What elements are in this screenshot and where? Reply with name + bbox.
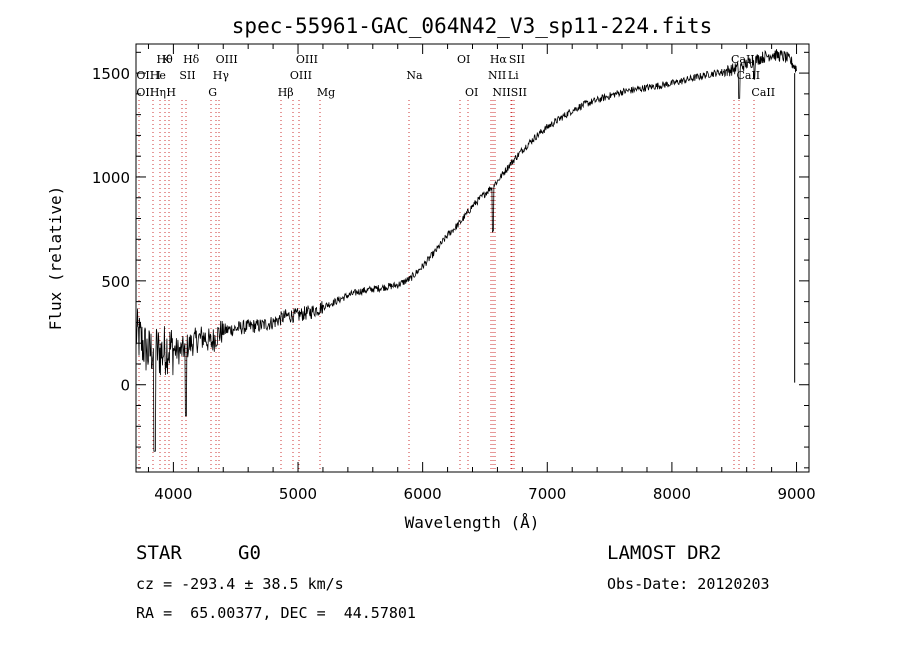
spectral-line-label: Li <box>508 69 519 82</box>
spectral-line-label: OIII <box>290 69 312 82</box>
redshift-text: cz = -293.4 ± 38.5 km/s <box>136 575 344 593</box>
y-axis-label: Flux (relative) <box>46 186 65 331</box>
spectral-line-label: SII <box>511 86 527 99</box>
x-axis-label: Wavelength (Å) <box>405 513 540 532</box>
spectral-line-label: I <box>157 69 161 82</box>
spectral-line-label: OII <box>136 69 154 82</box>
plot-frame <box>135 43 810 473</box>
coordinates-text: RA = 65.00377, DEC = 44.57801 <box>136 604 416 622</box>
spectral-line-label: CaII <box>731 53 755 66</box>
x-tick-label: 8000 <box>653 485 691 503</box>
spectral-line-label: Hδ <box>183 53 200 66</box>
axis-ticks-group: 4000 5000 6000 7000 8000 9000 0 500 1000 1500 <box>92 44 816 503</box>
spectral-line-label: OIII <box>216 53 238 66</box>
spectral-line-label: OI <box>465 86 478 99</box>
chart-title: spec-55961-GAC_064N42_V3_sp11-224.fits <box>232 14 712 38</box>
spectral-line-label: CaII <box>751 86 775 99</box>
x-tick-label: 6000 <box>404 485 442 503</box>
y-tick-label: 1500 <box>92 65 130 83</box>
spectral-line-label: OI <box>457 53 470 66</box>
object-subclass: G0 <box>238 542 261 564</box>
spectral-line-label: Hγ <box>213 69 230 82</box>
x-tick-label: 7000 <box>528 485 566 503</box>
y-tick-label: 0 <box>120 377 130 395</box>
x-tick-label: 5000 <box>279 485 317 503</box>
spectral-line-label: NII <box>492 86 510 99</box>
spectral-line-label: SII <box>179 69 195 82</box>
y-tick-label: 500 <box>101 273 130 291</box>
spectral-line-label: SII <box>509 53 525 66</box>
spectral-line-label: Hα <box>490 53 508 66</box>
y-tick-label: 1000 <box>92 169 130 187</box>
obs-date-text: Obs-Date: 20120203 <box>607 575 770 593</box>
x-tick-label: 9000 <box>777 485 815 503</box>
spectral-line-label: NII <box>488 69 506 82</box>
spectral-line-label: Hη <box>150 86 166 99</box>
spectral-line-label: OIII <box>296 53 318 66</box>
flux-series-line <box>135 49 797 452</box>
spectral-line-label: Mg <box>317 86 335 99</box>
x-tick-label: 4000 <box>154 485 192 503</box>
spectral-line-label: Hθ <box>157 53 174 66</box>
spectral-line-label: OII <box>136 86 154 99</box>
series-group <box>135 49 797 452</box>
spectral-line-label: K <box>162 53 171 66</box>
spectral-line-label: G <box>208 86 217 99</box>
spectral-line-label: Na <box>406 69 423 82</box>
object-class: STAR <box>136 542 182 564</box>
spectral-line-label: Hβ <box>278 86 294 99</box>
survey-name: LAMOST DR2 <box>607 542 722 564</box>
spectral-line-label: H <box>166 86 176 99</box>
spectral-line-label: He <box>150 69 166 82</box>
